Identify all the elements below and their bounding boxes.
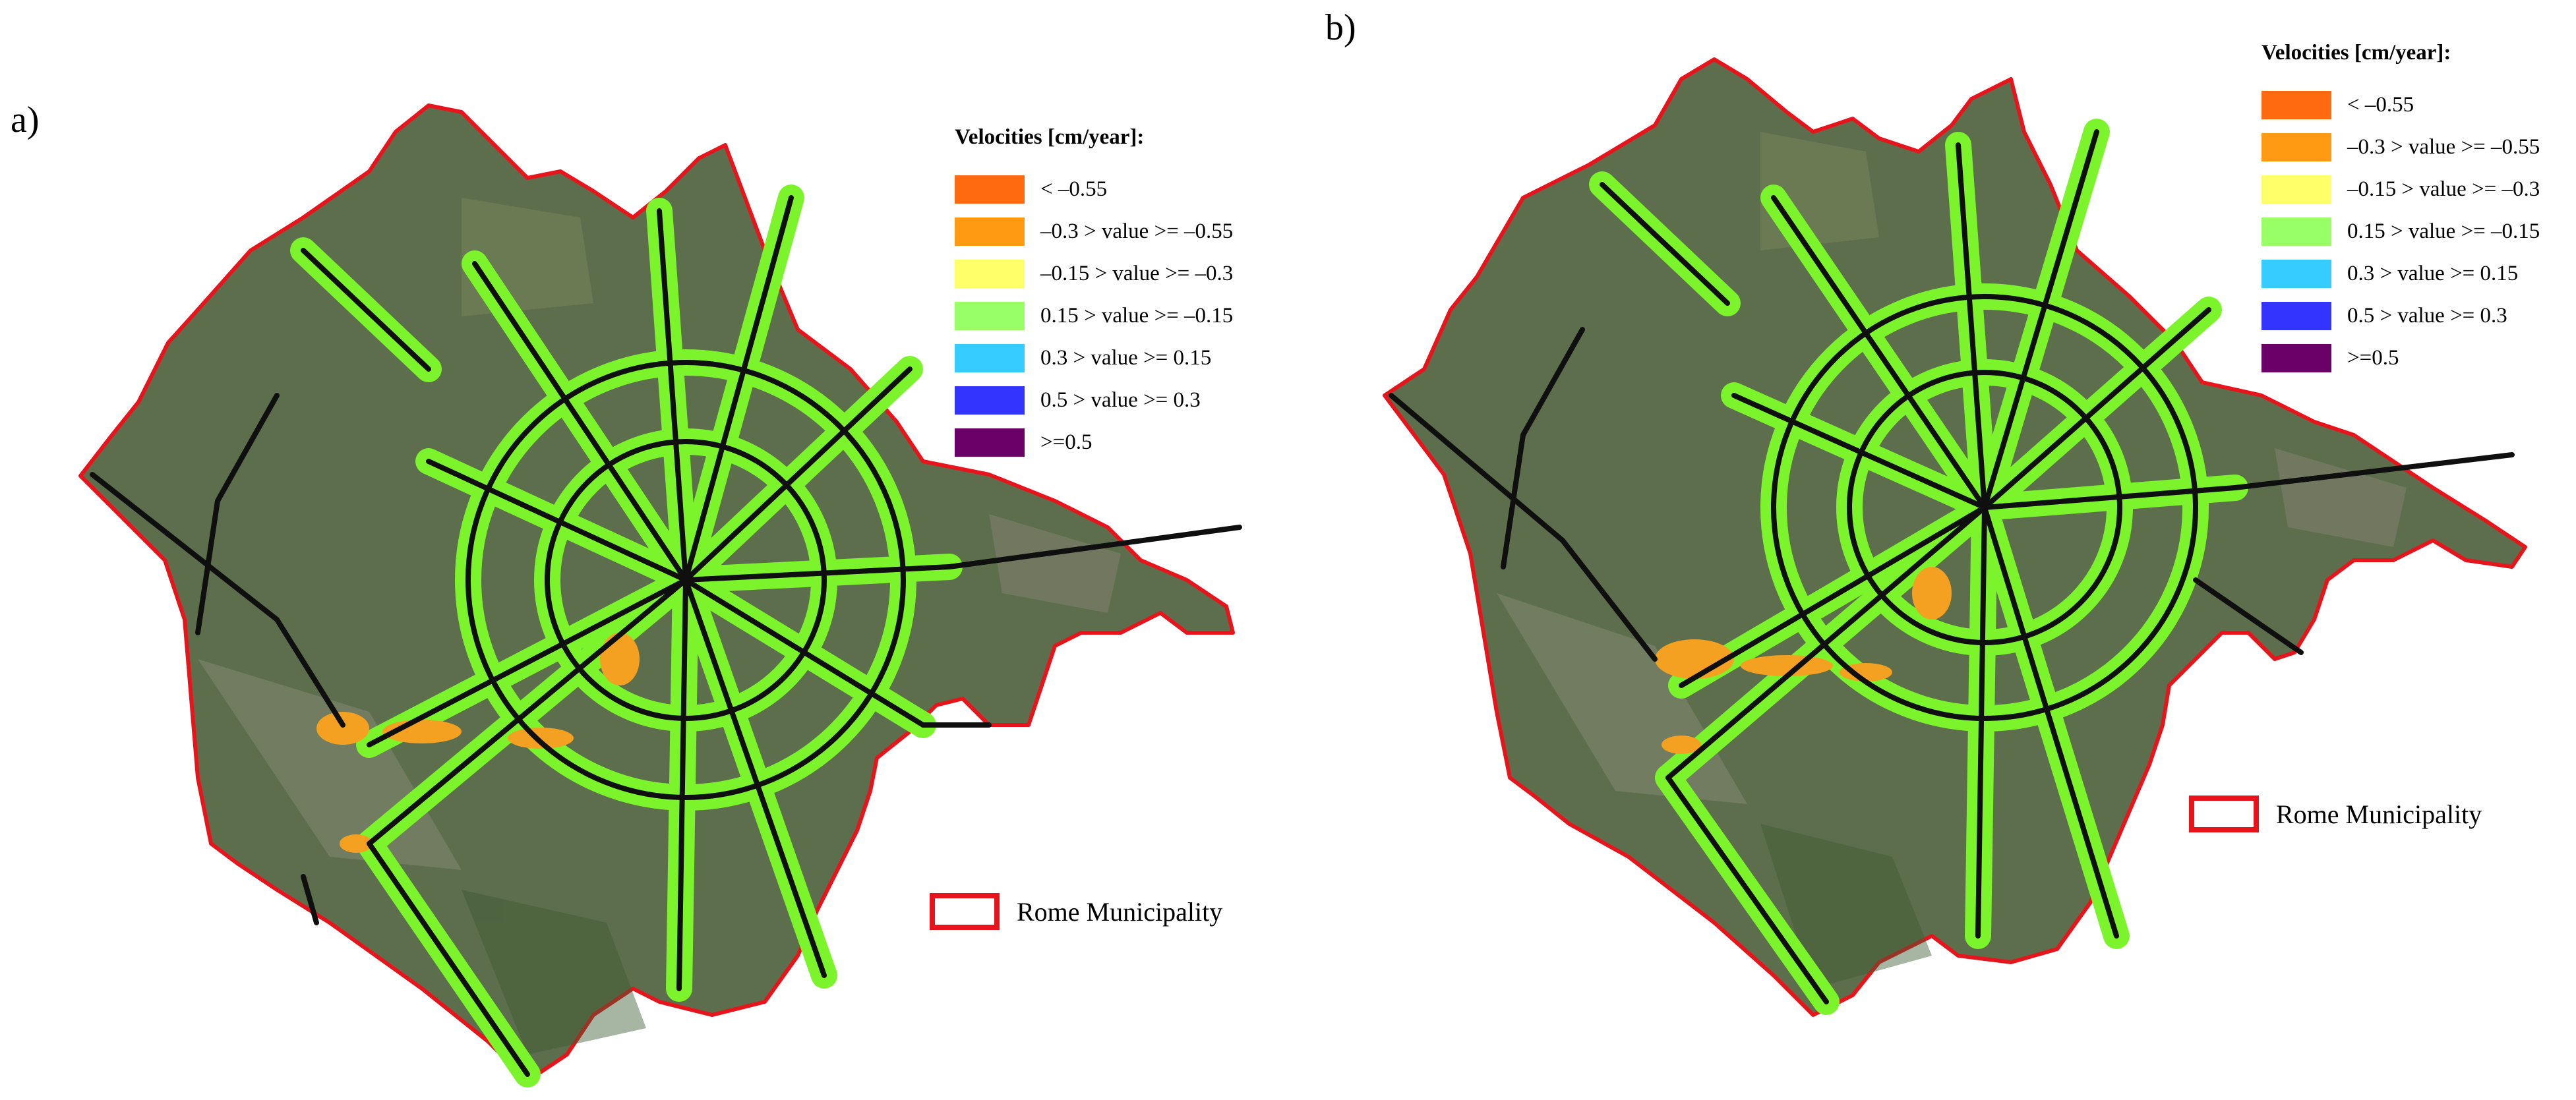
road-network — [1389, 129, 2515, 1004]
legend-item: < –0.55 — [955, 168, 1233, 210]
legend-swatch — [955, 217, 1025, 246]
legend-swatch — [2261, 132, 2331, 161]
legend-label: –0.15 > value >= –0.3 — [2347, 177, 2540, 201]
legend-item: –0.3 > value >= –0.55 — [955, 210, 1233, 252]
legend-item: < –0.55 — [2261, 84, 2540, 126]
boundary-swatch — [2189, 796, 2259, 832]
legend-label: < –0.55 — [1040, 177, 1108, 201]
legend-label: –0.3 > value >= –0.55 — [1040, 219, 1234, 243]
velocity-legend: Velocities [cm/year]: < –0.55 –0.3 > val… — [955, 125, 1233, 463]
boundary-label: Rome Municipality — [2276, 799, 2482, 829]
legend-label: 0.3 > value >= 0.15 — [2347, 261, 2519, 285]
legend-item: >=0.5 — [955, 421, 1233, 463]
legend-item: >=0.5 — [2261, 337, 2540, 379]
legend-swatch — [2261, 259, 2331, 288]
subsidence-hotspots — [316, 633, 640, 853]
boundary-swatch — [930, 893, 1000, 930]
legend-swatch — [2261, 90, 2331, 119]
legend-swatch — [955, 428, 1025, 457]
boundary-key: Rome Municipality — [2189, 796, 2482, 832]
legend-swatch — [2261, 217, 2331, 246]
legend-label: < –0.55 — [2347, 92, 2414, 117]
velocity-legend: Velocities [cm/year]: < –0.55 –0.3 > val… — [2261, 41, 2540, 379]
legend-item: 0.15 > value >= –0.15 — [2261, 210, 2540, 252]
legend-label: 0.15 > value >= –0.15 — [1040, 303, 1234, 328]
legend-swatch — [2261, 301, 2331, 330]
boundary-label: Rome Municipality — [1017, 896, 1223, 927]
legend-label: 0.3 > value >= 0.15 — [1040, 345, 1212, 370]
legend-swatch — [955, 175, 1025, 204]
legend-swatch — [955, 259, 1025, 288]
legend-label: >=0.5 — [1040, 430, 1093, 454]
legend-label: >=0.5 — [2347, 345, 2399, 370]
legend-item: –0.15 > value >= –0.3 — [955, 252, 1233, 295]
panel-b: b) Velocities [cm/year]: < –0.55 –0.3 > … — [1286, 0, 2576, 1100]
panel-label: a) — [11, 100, 40, 140]
legend-item: 0.5 > value >= 0.3 — [955, 379, 1233, 421]
legend-label: –0.3 > value >= –0.55 — [2347, 134, 2540, 159]
legend-swatch — [955, 301, 1025, 330]
legend-title: Velocities [cm/year]: — [2261, 41, 2451, 65]
legend-item: 0.3 > value >= 0.15 — [2261, 252, 2540, 295]
map-b — [1383, 57, 2527, 1017]
legend-swatch — [2261, 175, 2331, 204]
legend-label: 0.5 > value >= 0.3 — [1040, 388, 1201, 412]
map-a — [78, 103, 1242, 1087]
legend-swatch — [955, 386, 1025, 415]
legend-label: 0.5 > value >= 0.3 — [2347, 303, 2507, 328]
subsidence-hotspots — [1655, 567, 1952, 754]
legend-item: 0.5 > value >= 0.3 — [2261, 295, 2540, 337]
road-network — [90, 195, 1242, 1077]
legend-label: 0.15 > value >= –0.15 — [2347, 219, 2540, 243]
legend-item: –0.15 > value >= –0.3 — [2261, 168, 2540, 210]
legend-label: –0.15 > value >= –0.3 — [1040, 261, 1234, 285]
legend-item: 0.15 > value >= –0.15 — [955, 295, 1233, 337]
legend-item: –0.3 > value >= –0.55 — [2261, 126, 2540, 168]
panel-a: a) Velocities [cm/year]: < –0.55 –0.3 > … — [0, 0, 1286, 1100]
legend-title: Velocities [cm/year]: — [955, 125, 1145, 149]
boundary-key: Rome Municipality — [930, 893, 1222, 930]
legend-swatch — [2261, 343, 2331, 372]
legend-swatch — [955, 343, 1025, 372]
legend-item: 0.3 > value >= 0.15 — [955, 337, 1233, 379]
panel-label: b) — [1325, 7, 1356, 48]
